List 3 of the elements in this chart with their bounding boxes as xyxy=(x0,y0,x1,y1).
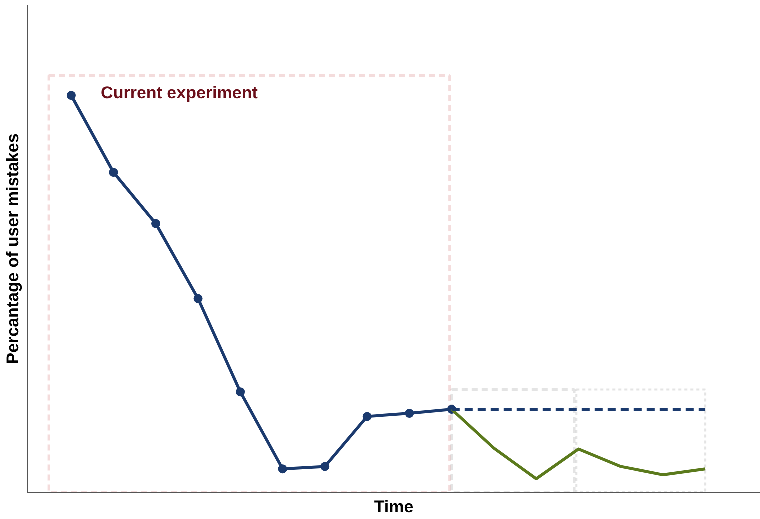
x-axis-title: Time xyxy=(374,498,414,516)
y-axis-title: Percantage of user mistakes xyxy=(4,134,22,364)
annotation: Current experiment xyxy=(101,84,258,103)
